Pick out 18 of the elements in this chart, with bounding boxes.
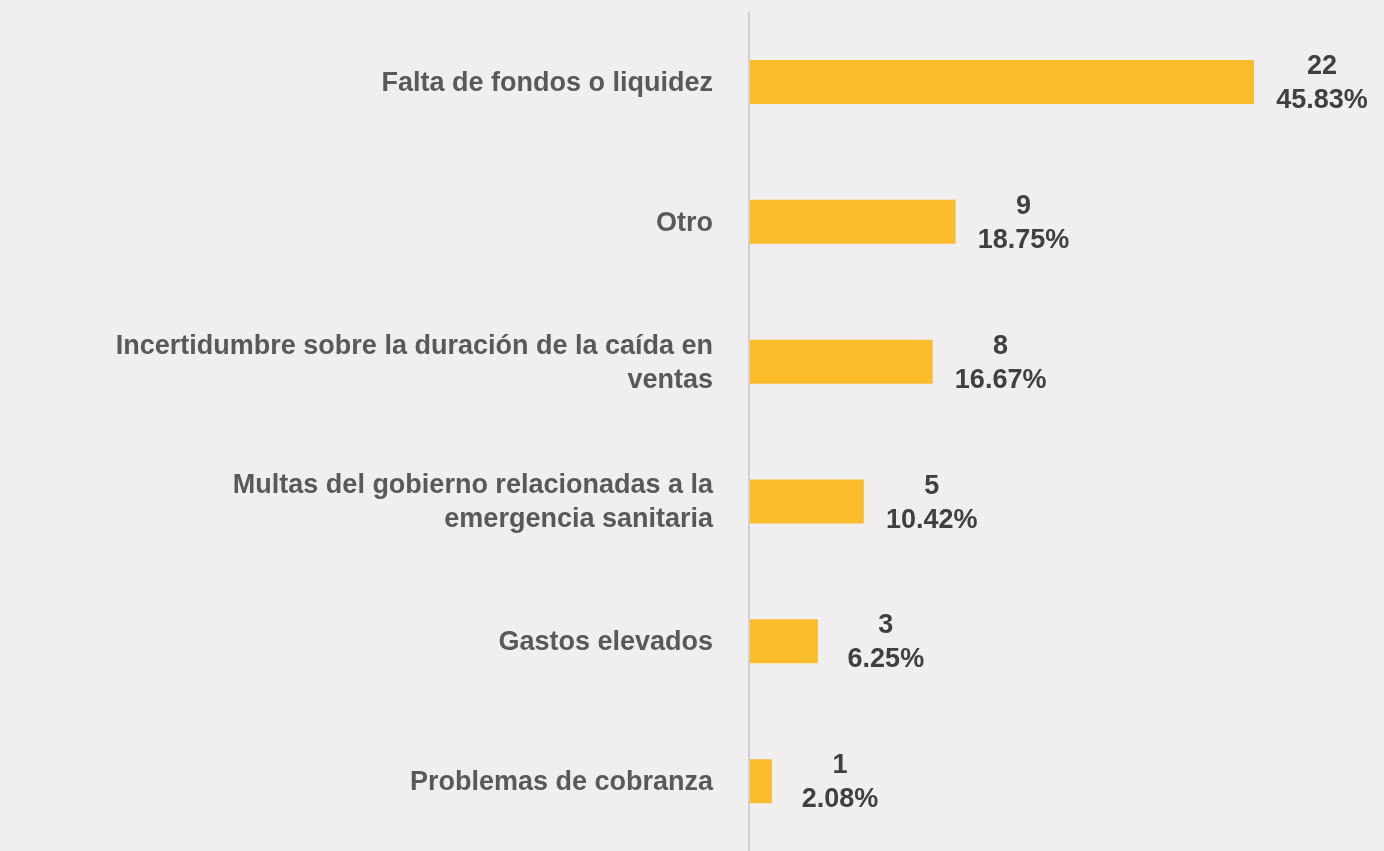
data-label: 9 18.75% [977, 189, 1070, 254]
bar [749, 60, 1254, 104]
data-label: 3 6.25% [847, 609, 925, 674]
y-tick-label: Otro [656, 206, 713, 237]
y-tick-label: Falta de fondos o liquidez [381, 66, 713, 97]
bar [749, 199, 956, 244]
y-tick-label: Incertidumbre sobre la duración de la caída en ventas [115, 329, 713, 394]
y-tick-label: Multas del gobierno relacionadas a la emergencia sanitaria [232, 469, 714, 534]
bar [749, 759, 772, 804]
data-label: 5 10.42% [885, 469, 978, 534]
bar [749, 339, 933, 384]
bar [749, 479, 864, 524]
y-tick-label: Problemas de cobranza [409, 766, 714, 797]
data-label: 22 45.83% [1276, 50, 1368, 114]
data-label: 8 16.67% [954, 329, 1047, 394]
y-tick-label: Gastos elevados [498, 626, 713, 657]
data-label: 1 2.08% [801, 749, 879, 814]
bar [749, 619, 818, 664]
